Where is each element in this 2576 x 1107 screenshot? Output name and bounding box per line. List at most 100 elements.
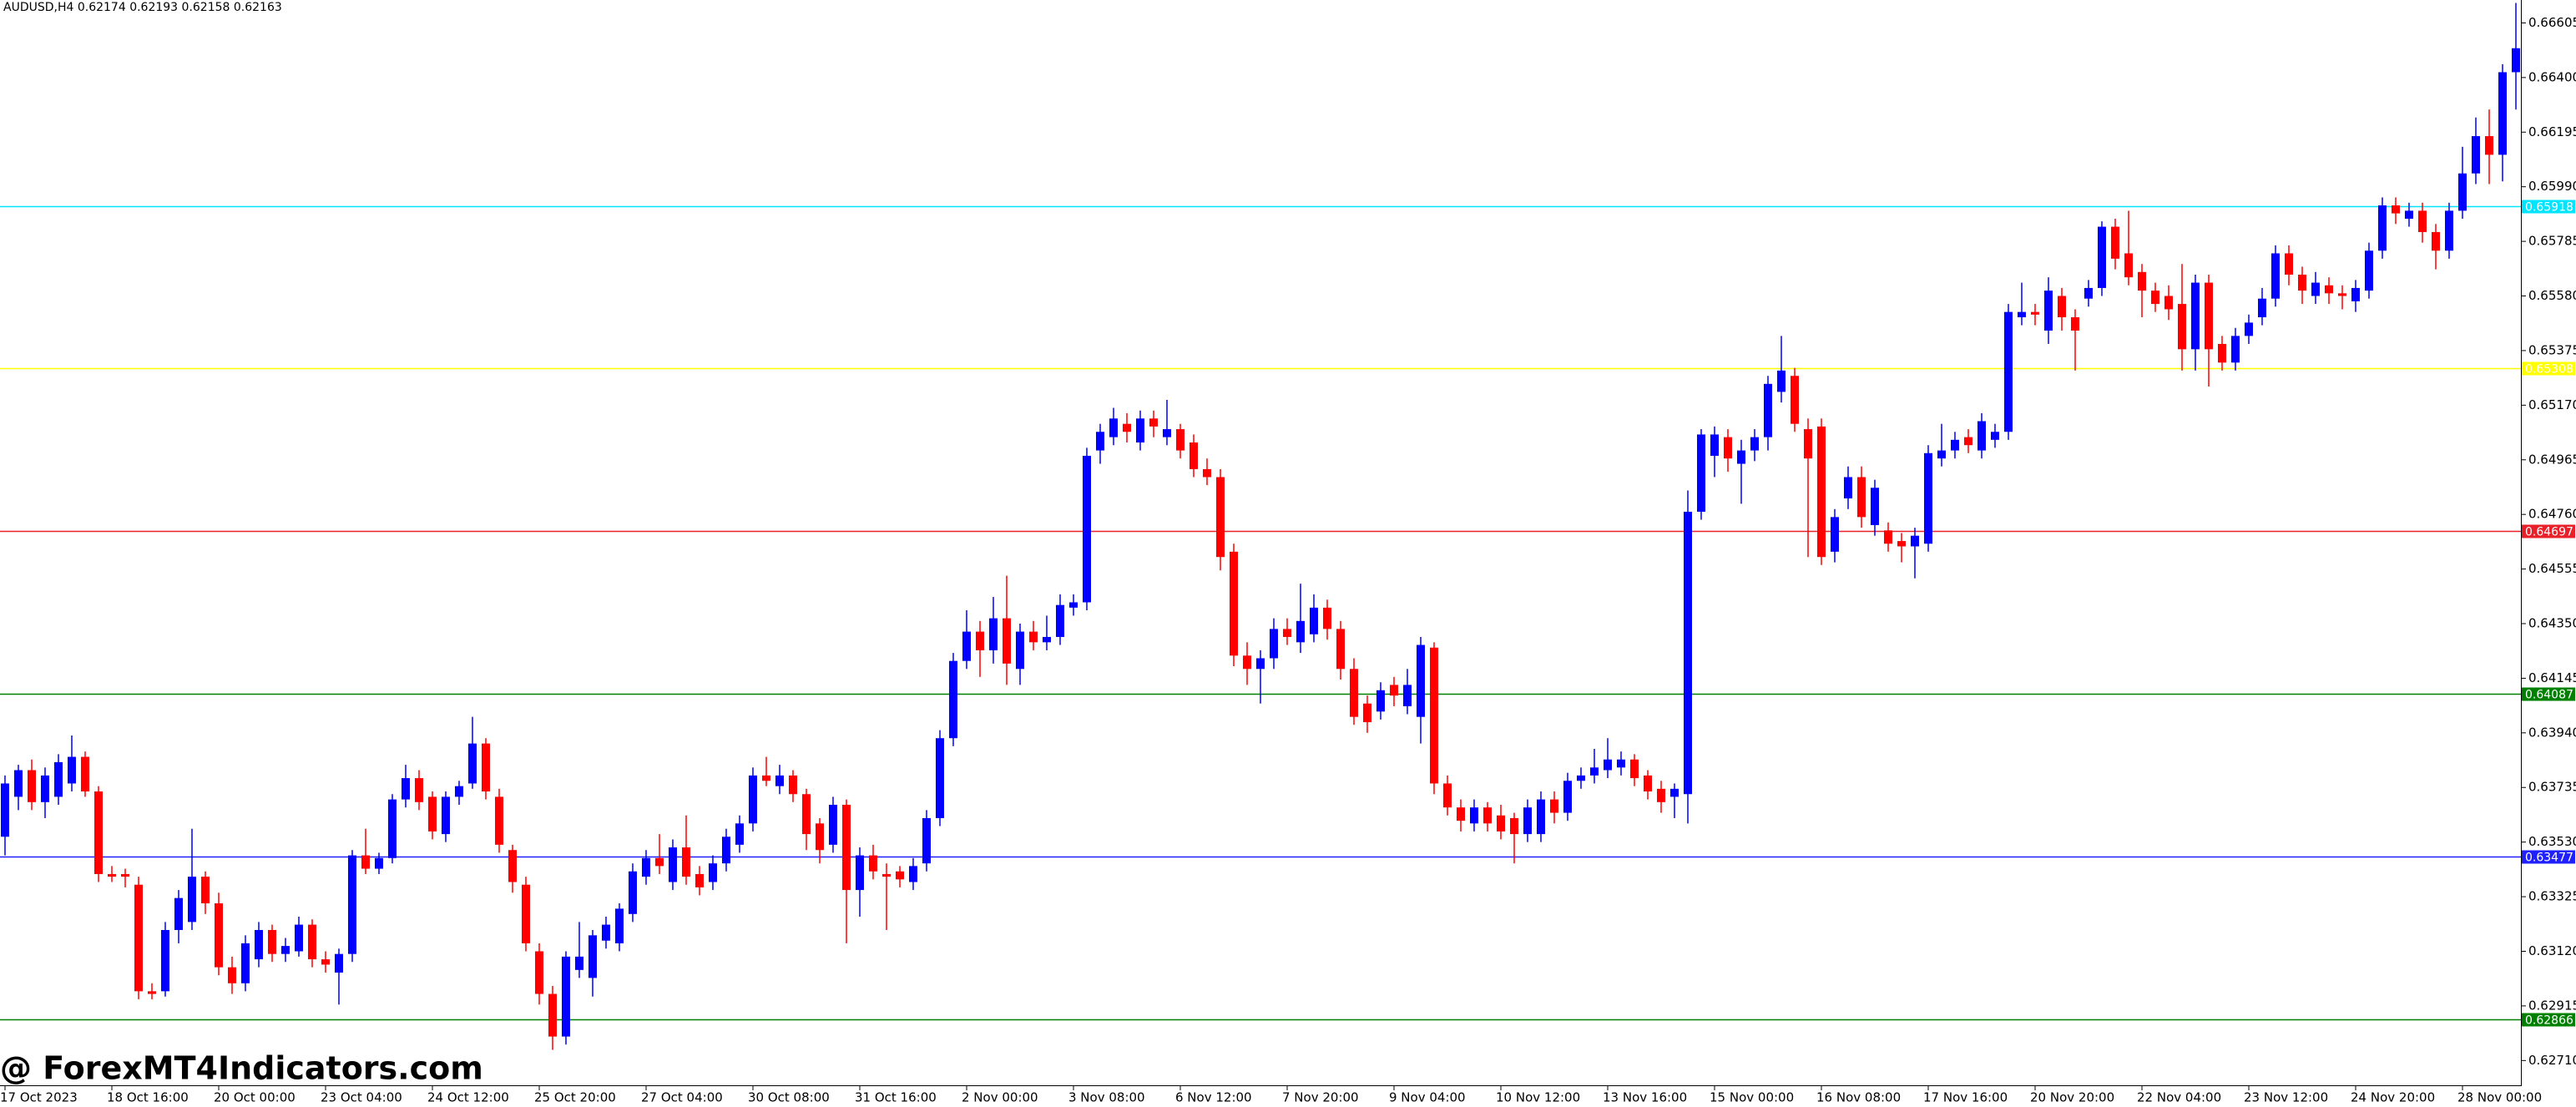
candle-body: [2004, 311, 2013, 432]
candle-body: [2485, 136, 2493, 155]
candle-body: [1136, 418, 1144, 443]
candle-body: [174, 897, 183, 930]
candle-body: [94, 791, 103, 874]
x-tick-label: 13 Nov 16:00: [1603, 1090, 1687, 1105]
candle-body: [989, 618, 998, 650]
y-tick-label: 0.65580: [2528, 288, 2576, 303]
candle-body: [896, 871, 904, 880]
candle-body: [2084, 287, 2093, 299]
candle-body: [1857, 477, 1866, 518]
x-tick-label: 16 Nov 08:00: [1816, 1090, 1901, 1105]
candle-body: [442, 796, 450, 835]
y-tick-label: 0.62915: [2528, 998, 2576, 1013]
candle-body: [241, 943, 250, 983]
candle-body: [2191, 282, 2200, 350]
x-tick-label: 18 Oct 16:00: [107, 1090, 189, 1105]
x-tick-label: 17 Oct 2023: [0, 1090, 78, 1105]
candle-body: [1577, 775, 1585, 781]
candle-body: [148, 991, 156, 994]
level-label: 0.63477: [2525, 852, 2573, 865]
candle-body: [468, 743, 477, 784]
candle-body: [2151, 291, 2159, 305]
candle-body: [1804, 429, 1812, 459]
candle-body: [629, 871, 637, 914]
candle-body: [1083, 455, 1091, 603]
candle-body: [2058, 296, 2066, 318]
x-tick-label: 23 Nov 12:00: [2244, 1090, 2328, 1105]
candle-body: [816, 823, 824, 851]
candle-body: [775, 775, 784, 786]
level-label-box: [2522, 200, 2575, 214]
candle-body: [482, 743, 490, 792]
candle-body: [1617, 759, 1625, 768]
candle-body: [1897, 541, 1906, 547]
candle-body: [1403, 685, 1412, 706]
candle-body: [749, 775, 757, 824]
candle-body: [1537, 799, 1545, 835]
candle-body: [2258, 298, 2266, 318]
x-tick-label: 30 Oct 08:00: [748, 1090, 830, 1105]
candle-body: [54, 761, 63, 797]
candle-body: [1390, 685, 1398, 696]
candle-body: [2245, 322, 2253, 336]
candle-body: [722, 837, 730, 864]
candle-body: [1550, 799, 1558, 813]
candle-body: [1951, 439, 1959, 451]
candle-body: [615, 908, 624, 943]
candle-body: [68, 756, 76, 784]
candle-body: [1029, 631, 1038, 643]
candle-body: [1216, 477, 1225, 558]
candle-body: [41, 775, 49, 802]
candle-body: [1230, 551, 1238, 656]
candle-body: [1657, 788, 1665, 802]
candles: [1, 3, 2520, 1050]
candle-body: [2098, 226, 2106, 288]
candle-body: [1764, 383, 1772, 437]
candle-body: [909, 866, 917, 882]
candle-body: [1977, 421, 1986, 451]
candle-body: [976, 631, 984, 650]
candle-body: [1724, 437, 1732, 459]
candle-body: [588, 935, 597, 978]
candle-body: [1163, 429, 1171, 437]
level-label-box: [2522, 850, 2575, 864]
candle-body: [2458, 173, 2467, 211]
candle-body: [1003, 618, 1011, 664]
candle-body: [882, 873, 891, 877]
candle-body: [321, 959, 330, 965]
candle-body: [108, 873, 116, 877]
level-label-box: [2522, 687, 2575, 701]
candle-body: [2205, 282, 2213, 350]
candle-body: [695, 873, 704, 887]
candle-body: [962, 631, 971, 661]
y-tick-label: 0.64145: [2528, 670, 2576, 685]
candle-body: [388, 799, 397, 858]
candle-body: [1, 783, 9, 837]
x-tick-label: 24 Oct 12:00: [427, 1090, 509, 1105]
candle-body: [535, 951, 543, 994]
chart-header: AUDUSD,H4 0.62174 0.62193 0.62158 0.6216…: [3, 1, 282, 14]
candle-body: [2124, 253, 2133, 278]
candle-body: [1310, 607, 1318, 634]
candle-body: [922, 817, 931, 864]
candle-body: [2365, 250, 2373, 291]
candle-body: [2298, 274, 2306, 291]
candle-body: [1270, 629, 1278, 659]
candle-body: [1096, 432, 1104, 451]
y-tick-label: 0.66605: [2528, 15, 2576, 30]
candle-body: [2271, 253, 2280, 299]
candle-body: [1684, 511, 1692, 795]
candle-body: [1791, 376, 1799, 424]
candle-body: [1457, 807, 1465, 821]
candle-body: [1697, 434, 1705, 512]
candle-body: [348, 855, 356, 954]
candle-body: [81, 756, 89, 792]
candle-body: [134, 884, 143, 992]
candle-body: [2325, 285, 2333, 294]
candle-body: [228, 967, 236, 983]
candle-body: [522, 884, 530, 943]
x-tick-label: 24 Nov 20:00: [2351, 1090, 2435, 1105]
y-tick-label: 0.65170: [2528, 397, 2576, 412]
